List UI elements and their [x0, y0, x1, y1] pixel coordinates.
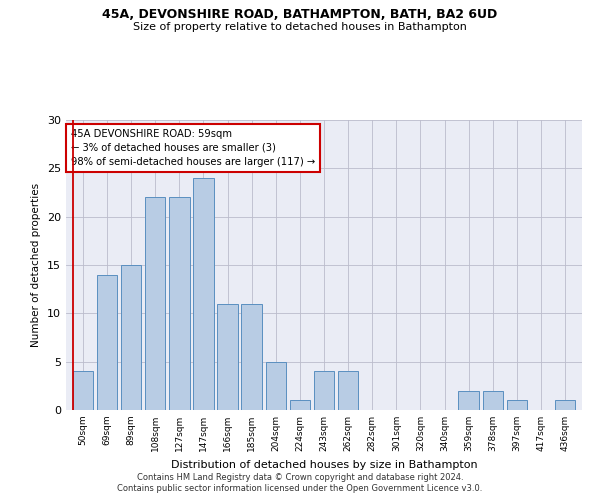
Bar — [193, 178, 214, 410]
Text: Size of property relative to detached houses in Bathampton: Size of property relative to detached ho… — [133, 22, 467, 32]
Bar — [338, 372, 358, 410]
Bar — [97, 274, 117, 410]
Bar — [266, 362, 286, 410]
Text: Contains public sector information licensed under the Open Government Licence v3: Contains public sector information licen… — [118, 484, 482, 493]
Bar — [217, 304, 238, 410]
Text: Contains HM Land Registry data © Crown copyright and database right 2024.: Contains HM Land Registry data © Crown c… — [137, 472, 463, 482]
Bar — [314, 372, 334, 410]
Bar — [145, 198, 166, 410]
Text: 45A DEVONSHIRE ROAD: 59sqm
← 3% of detached houses are smaller (3)
98% of semi-d: 45A DEVONSHIRE ROAD: 59sqm ← 3% of detac… — [71, 128, 316, 166]
Bar — [458, 390, 479, 410]
Text: 45A, DEVONSHIRE ROAD, BATHAMPTON, BATH, BA2 6UD: 45A, DEVONSHIRE ROAD, BATHAMPTON, BATH, … — [103, 8, 497, 20]
X-axis label: Distribution of detached houses by size in Bathampton: Distribution of detached houses by size … — [170, 460, 478, 469]
Bar — [121, 265, 142, 410]
Bar — [241, 304, 262, 410]
Bar — [506, 400, 527, 410]
Bar — [169, 198, 190, 410]
Bar — [290, 400, 310, 410]
Bar — [555, 400, 575, 410]
Bar — [73, 372, 93, 410]
Bar — [482, 390, 503, 410]
Y-axis label: Number of detached properties: Number of detached properties — [31, 183, 41, 347]
